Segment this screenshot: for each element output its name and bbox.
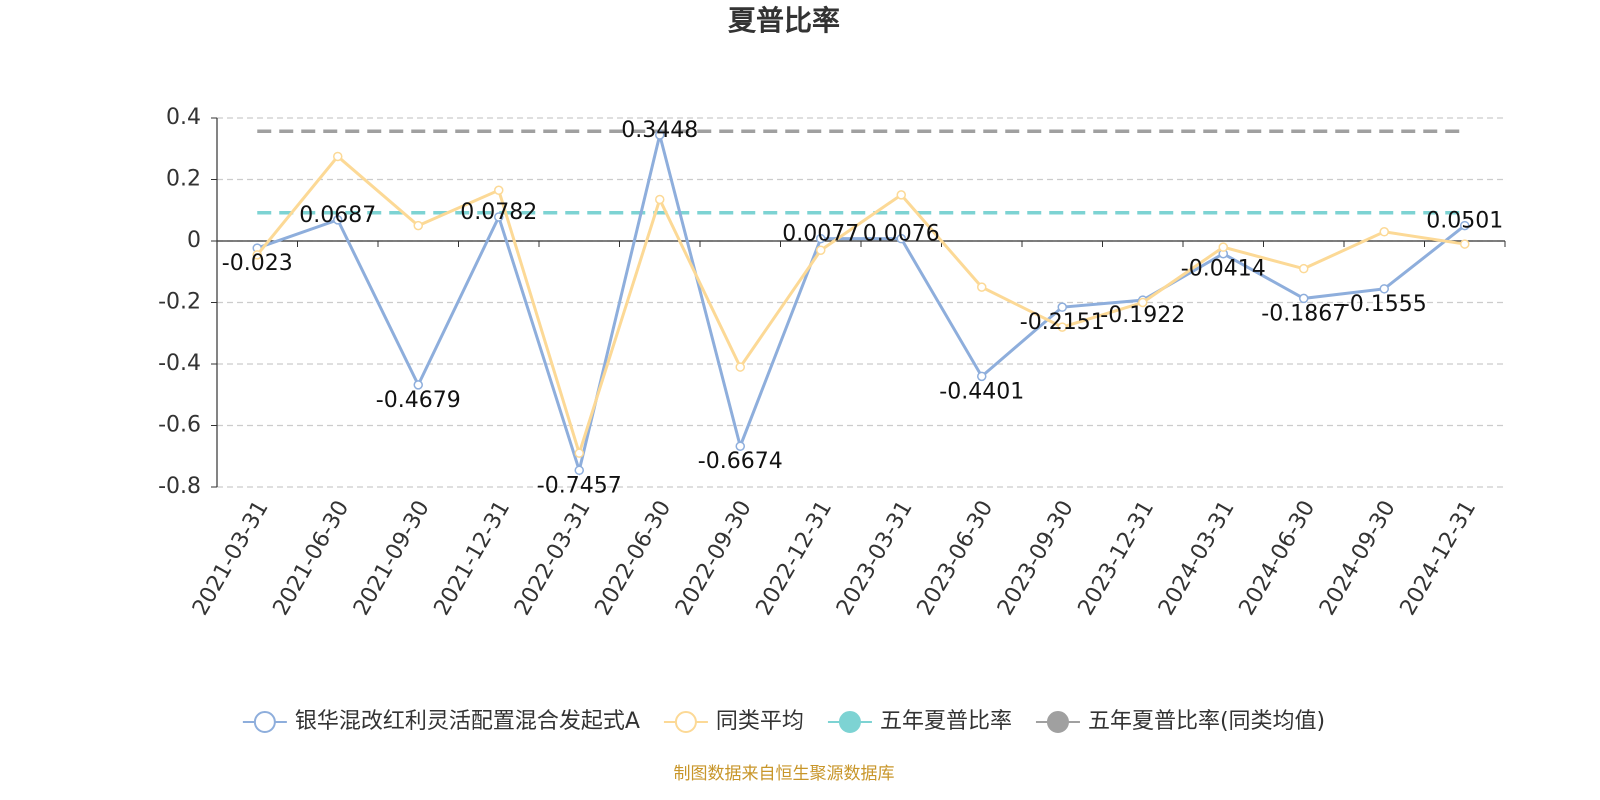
legend-swatch-marker bbox=[838, 711, 861, 733]
legend-item: 同类平均 bbox=[663, 709, 804, 734]
x-tick-label: 2021-06-30 bbox=[269, 497, 355, 620]
legend-swatch-marker bbox=[1046, 711, 1069, 733]
y-tick-label: -0.2 bbox=[158, 290, 201, 315]
x-tick-label: 2022-03-31 bbox=[510, 497, 596, 620]
data-label: -0.1555 bbox=[1342, 292, 1427, 317]
legend-label: 五年夏普比率 bbox=[880, 709, 1012, 734]
legend-swatch-marker bbox=[674, 711, 697, 733]
x-tick-label: 2024-12-31 bbox=[1396, 497, 1482, 620]
point bbox=[1138, 297, 1148, 308]
data-label: 0.0687 bbox=[299, 203, 376, 228]
legend-item: 五年夏普比率 bbox=[827, 709, 1012, 734]
point bbox=[574, 448, 584, 458]
legend-label: 五年夏普比率(同类均值) bbox=[1088, 709, 1325, 734]
point bbox=[1218, 242, 1228, 252]
y-tick-label: 0 bbox=[187, 228, 201, 253]
data-label: -0.6674 bbox=[698, 449, 783, 474]
point bbox=[735, 441, 745, 451]
data-label: -0.1867 bbox=[1261, 301, 1346, 326]
point bbox=[333, 151, 343, 162]
point bbox=[1379, 227, 1389, 237]
chart-title: 夏普比率 bbox=[728, 4, 840, 37]
data-label: 0.3448 bbox=[621, 118, 698, 143]
point bbox=[494, 185, 504, 196]
x-tick-label: 2021-12-31 bbox=[430, 497, 516, 620]
point bbox=[1460, 220, 1470, 231]
point bbox=[252, 250, 262, 260]
series-line bbox=[256, 154, 1465, 459]
x-tick-label: 2024-09-30 bbox=[1315, 497, 1401, 620]
data-label: -0.0414 bbox=[1181, 257, 1266, 282]
x-tick-label: 2023-06-30 bbox=[913, 497, 999, 620]
data-label: 0.0782 bbox=[460, 200, 537, 225]
point bbox=[977, 282, 987, 292]
data-label: -0.023 bbox=[222, 251, 293, 276]
point bbox=[816, 245, 826, 255]
legend-item: 五年夏普比率(同类均值) bbox=[1035, 709, 1325, 734]
point bbox=[655, 194, 665, 205]
source-note: 制图数据来自恒生聚源数据库 bbox=[674, 764, 895, 784]
data-label: -0.4679 bbox=[376, 388, 461, 413]
point bbox=[1057, 302, 1067, 312]
data-label: -0.2151 bbox=[1020, 310, 1105, 335]
x-tick-label: 2023-09-30 bbox=[993, 497, 1079, 620]
point bbox=[1057, 322, 1067, 332]
data-label: 0.0076 bbox=[863, 222, 940, 247]
y-tick-label: 0.4 bbox=[166, 105, 201, 130]
point bbox=[494, 212, 504, 222]
data-label: -0.4401 bbox=[939, 379, 1024, 404]
point bbox=[413, 220, 423, 231]
x-tick-label: 2022-12-31 bbox=[752, 497, 838, 620]
point bbox=[655, 130, 665, 140]
x-tick-label: 2024-03-31 bbox=[1154, 497, 1240, 620]
x-tick-label: 2023-03-31 bbox=[832, 497, 918, 620]
x-tick-label: 2021-03-31 bbox=[188, 497, 274, 620]
point bbox=[413, 380, 423, 390]
point bbox=[574, 465, 584, 476]
data-label: 0.0501 bbox=[1426, 209, 1503, 234]
legend: 银华混改红利灵活配置混合发起式A 同类平均 五年夏普比率 五年夏普比率(同类均值) bbox=[242, 709, 1325, 734]
point bbox=[1379, 284, 1389, 294]
y-tick-label: -0.8 bbox=[158, 474, 201, 499]
legend-swatch-marker bbox=[253, 711, 276, 733]
x-tick-label: 2022-06-30 bbox=[591, 497, 677, 620]
point bbox=[1299, 263, 1309, 274]
point bbox=[735, 362, 745, 372]
series-line bbox=[256, 134, 1466, 476]
x-tick-label: 2024-06-30 bbox=[1235, 497, 1321, 620]
point bbox=[1299, 293, 1309, 304]
y-tick-label: -0.6 bbox=[158, 413, 201, 438]
legend-label: 银华混改红利灵活配置混合发起式A bbox=[295, 709, 640, 734]
point bbox=[896, 190, 906, 200]
legend-label: 同类平均 bbox=[716, 709, 804, 734]
data-label: -0.7457 bbox=[537, 473, 622, 498]
point bbox=[333, 215, 343, 225]
x-tick-label: 2022-09-30 bbox=[671, 497, 757, 620]
legend-item: 银华混改红利灵活配置混合发起式A bbox=[242, 709, 640, 734]
data-label: -0.1922 bbox=[1100, 303, 1185, 328]
point bbox=[896, 233, 906, 244]
x-tick-label: 2021-09-30 bbox=[349, 497, 435, 620]
x-tick-label: 2023-12-31 bbox=[1074, 497, 1160, 620]
data-label: 0.0077 bbox=[782, 222, 859, 247]
point bbox=[816, 233, 826, 244]
point bbox=[977, 371, 987, 382]
y-tick-label: 0.2 bbox=[166, 167, 201, 192]
y-tick-label: -0.4 bbox=[158, 351, 201, 376]
point bbox=[1460, 239, 1470, 249]
